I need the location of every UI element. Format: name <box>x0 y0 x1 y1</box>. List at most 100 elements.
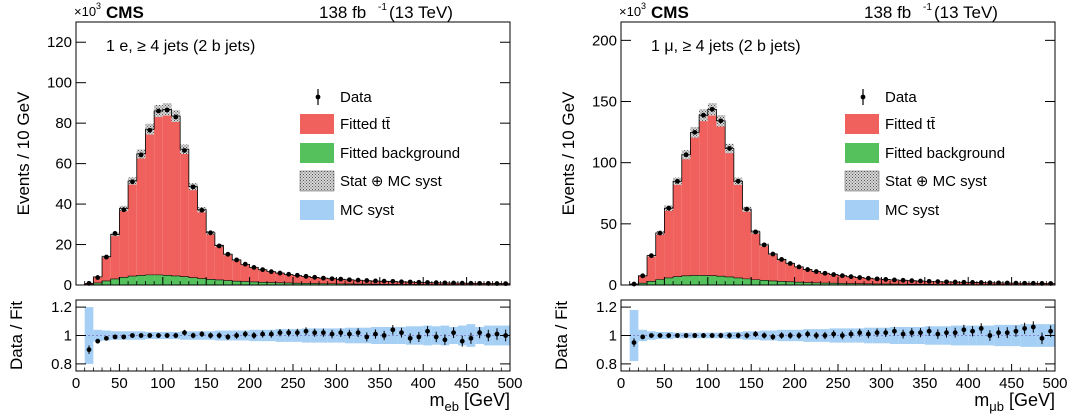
background-bar <box>171 275 181 285</box>
ratio-point <box>347 331 352 337</box>
data-point <box>190 184 196 190</box>
ratio-point <box>147 333 153 338</box>
data-point <box>692 129 698 135</box>
signal-bar <box>716 120 726 277</box>
signal-bar <box>162 109 172 276</box>
legend-label: Stat ⊕ MC syst <box>885 173 988 190</box>
x-axis-label: meb [GeV] <box>430 390 511 414</box>
background-bar <box>223 280 233 285</box>
background-bar <box>794 282 804 285</box>
data-point <box>892 277 897 283</box>
ratio-point <box>805 331 811 337</box>
background-bar <box>293 283 302 285</box>
background-bar <box>647 281 656 285</box>
data-point <box>164 107 170 113</box>
signal-bar <box>673 181 682 277</box>
data-point <box>779 257 784 262</box>
y-tick-label: 40 <box>55 196 72 213</box>
data-point <box>303 273 309 279</box>
ratio-point <box>831 331 837 337</box>
legend-label: Stat ⊕ MC syst <box>340 173 443 190</box>
ratio-mc-syst-band <box>102 330 111 341</box>
background-bar <box>119 277 129 285</box>
x-tick-label: 0 <box>617 375 625 392</box>
experiment-label: CMS <box>651 3 689 22</box>
data-point <box>718 118 724 124</box>
background-bar <box>733 277 743 285</box>
data-point <box>433 280 439 286</box>
x-axis-label-subscript: eb <box>445 399 459 414</box>
background-bar <box>638 283 648 285</box>
signal-bar <box>699 115 708 276</box>
energy-label: (13 TeV) <box>934 3 998 22</box>
legend-signal-swatch <box>845 114 879 134</box>
signal-bar <box>232 259 241 282</box>
background-bar <box>319 283 328 285</box>
x-axis-label-main: m <box>430 390 445 410</box>
data-point <box>225 251 231 257</box>
data-point <box>735 178 741 184</box>
legend-mc-syst-swatch <box>300 200 334 220</box>
ratio-point <box>312 330 318 336</box>
background-bar <box>197 278 207 285</box>
ratio-point <box>640 334 646 340</box>
signal-bar <box>707 109 717 276</box>
data-point <box>753 229 758 235</box>
background-bar <box>664 277 674 285</box>
x-axis-label-subscript: μb <box>989 399 1004 414</box>
background-bar <box>777 281 786 285</box>
data-point <box>683 152 689 158</box>
ratio-point <box>190 333 196 338</box>
signal-bar <box>145 129 155 275</box>
data-point <box>260 267 266 273</box>
ratio-point <box>459 338 465 344</box>
data-point <box>952 279 958 285</box>
ratio-point <box>234 333 239 338</box>
ratio-point <box>883 330 889 336</box>
data-point <box>831 272 837 277</box>
legend-label: Fitted tt̄ <box>340 116 391 133</box>
signal-bar <box>214 245 224 280</box>
signal-bar <box>319 278 328 284</box>
ratio-point <box>86 347 92 353</box>
ratio-point <box>425 328 430 334</box>
signal-bar <box>310 277 320 284</box>
background-bar <box>829 283 838 285</box>
ratio-point <box>433 334 439 340</box>
data-point <box>147 127 153 133</box>
y-tick-label: 150 <box>592 94 617 111</box>
ratio-point <box>701 333 706 338</box>
signal-bar <box>93 276 103 283</box>
ratio-point <box>164 333 170 338</box>
background-bar <box>162 275 172 285</box>
background-bar <box>673 276 682 285</box>
background-bar <box>872 283 882 285</box>
ratio-point <box>961 327 967 333</box>
ratio-point <box>848 331 854 337</box>
signal-bar <box>171 116 181 276</box>
signal-bar <box>197 209 207 279</box>
ratio-point <box>1048 328 1054 334</box>
data-point <box>347 277 352 283</box>
exponent-superscript: 3 <box>96 1 101 11</box>
ratio-point <box>485 333 491 338</box>
data-point <box>320 275 326 281</box>
ratio-point <box>770 334 776 340</box>
data-point <box>234 257 239 263</box>
ratio-point <box>874 330 880 336</box>
signal-bar <box>128 181 137 277</box>
signal-bar <box>690 132 700 276</box>
ratio-mc-syst-band <box>1020 324 1029 347</box>
ratio-point <box>683 333 689 338</box>
data-point <box>805 267 811 272</box>
data-point <box>918 278 923 284</box>
background-bar <box>855 283 865 285</box>
x-tick-label: 50 <box>656 375 673 392</box>
x-tick-label: 100 <box>695 375 720 392</box>
signal-bar <box>829 274 838 284</box>
y-tick-label: 0 <box>64 277 72 294</box>
ratio-point <box>260 331 266 337</box>
signal-bar <box>785 263 795 282</box>
ratio-mc-syst-band <box>301 328 311 343</box>
ratio-point <box>477 330 483 336</box>
